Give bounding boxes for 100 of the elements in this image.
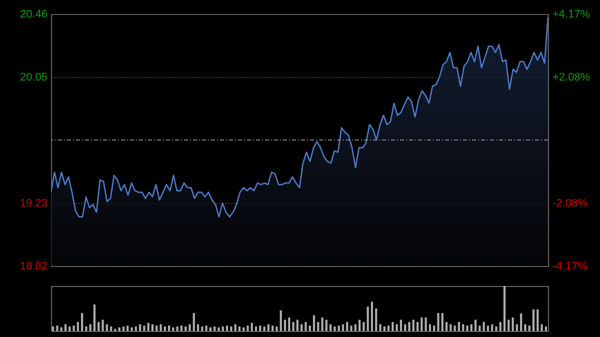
bar	[466, 326, 468, 331]
bar	[478, 326, 481, 331]
bar	[512, 318, 514, 331]
bar	[188, 324, 191, 331]
bar	[126, 326, 129, 331]
bar	[416, 322, 419, 331]
bar	[209, 327, 212, 331]
bar	[168, 326, 170, 331]
bar	[308, 326, 311, 331]
bar	[540, 324, 543, 331]
y-tick-label: 19.23	[20, 198, 48, 210]
bar	[139, 324, 142, 331]
bar	[280, 310, 282, 331]
bar	[272, 326, 274, 331]
bar	[396, 324, 398, 331]
bar	[445, 322, 448, 331]
bar	[292, 322, 294, 331]
bar	[102, 320, 104, 331]
bar	[160, 324, 162, 331]
bar	[516, 324, 518, 331]
bar	[358, 320, 361, 331]
bar	[375, 308, 378, 331]
bar	[296, 320, 298, 331]
bar	[230, 326, 232, 331]
bar	[499, 322, 502, 331]
bar	[404, 324, 406, 331]
bar	[254, 326, 258, 331]
bar	[486, 326, 489, 331]
bar	[156, 326, 158, 331]
bar	[437, 313, 440, 331]
bar	[420, 318, 423, 331]
bar	[60, 327, 62, 331]
bar	[180, 326, 182, 331]
bar	[276, 326, 278, 331]
y2-tick-label: -4.17%	[552, 260, 588, 272]
bar	[433, 326, 436, 331]
bar	[428, 324, 431, 331]
bar	[172, 327, 174, 331]
bar	[93, 304, 96, 331]
bar	[334, 326, 336, 331]
bar	[151, 324, 154, 331]
bar	[379, 324, 382, 331]
y-tick-label: 20.05	[20, 72, 48, 84]
bar	[76, 322, 79, 331]
bar	[218, 327, 220, 331]
bar	[304, 322, 307, 331]
bar	[226, 326, 228, 331]
bar	[536, 309, 539, 331]
bar	[470, 324, 472, 331]
bar	[176, 326, 178, 331]
bar	[346, 322, 348, 331]
bar	[312, 315, 316, 331]
bar	[196, 324, 200, 331]
bar	[321, 318, 324, 331]
bar	[338, 326, 340, 331]
bar	[143, 326, 146, 331]
bar	[350, 326, 352, 331]
bar	[400, 320, 402, 331]
bar	[317, 322, 320, 331]
bar	[201, 326, 204, 331]
bar	[441, 313, 444, 331]
bar	[250, 322, 253, 331]
bar	[366, 306, 369, 331]
bar	[491, 324, 494, 331]
y2-tick-label: -2.08%	[552, 197, 588, 210]
bar	[524, 324, 526, 331]
bar	[284, 320, 286, 331]
bar	[392, 322, 394, 331]
bar	[370, 302, 374, 331]
bar	[242, 327, 245, 331]
bar	[118, 327, 120, 331]
bar	[330, 324, 332, 331]
bar	[122, 326, 125, 331]
bar	[362, 322, 365, 331]
bar	[192, 313, 195, 331]
bar	[56, 326, 58, 331]
bar	[462, 324, 464, 331]
bar	[454, 326, 456, 331]
bar	[134, 326, 137, 331]
y-tick-label: 20.46	[20, 8, 48, 20]
bar	[72, 326, 75, 331]
bar	[424, 318, 427, 331]
bar	[238, 326, 240, 331]
bar	[259, 326, 262, 331]
bar	[354, 324, 356, 331]
bar	[267, 324, 270, 331]
bar	[263, 326, 266, 331]
bar	[98, 322, 100, 331]
bar	[64, 324, 67, 331]
bar	[474, 320, 477, 331]
bar	[528, 326, 530, 331]
bar	[288, 318, 290, 331]
bar	[81, 313, 84, 331]
bar	[222, 326, 224, 331]
bar	[164, 326, 166, 331]
bar	[503, 286, 506, 331]
bar	[300, 324, 303, 331]
bar	[106, 324, 108, 331]
bar	[85, 326, 88, 331]
bar	[214, 326, 216, 331]
